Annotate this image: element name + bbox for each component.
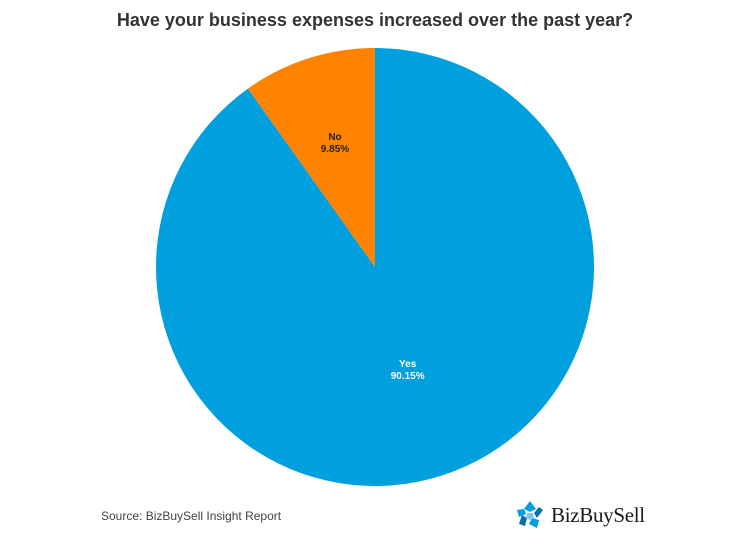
logo-text: BizBuySell [551, 502, 645, 527]
brand-logo: BizBuySell [515, 500, 645, 530]
slice-label-no: No [328, 132, 341, 143]
pie-slice-no [247, 48, 375, 267]
chart-title: Have your business expenses increased ov… [116, 10, 634, 30]
source-note: Source: BizBuySell Insight Report [101, 509, 282, 523]
slice-label-yes: Yes [399, 359, 417, 370]
bizbuysell-logo-icon [517, 501, 543, 528]
slice-value-yes: 90.15% [391, 371, 425, 382]
slice-value-no: 9.85% [321, 144, 349, 155]
